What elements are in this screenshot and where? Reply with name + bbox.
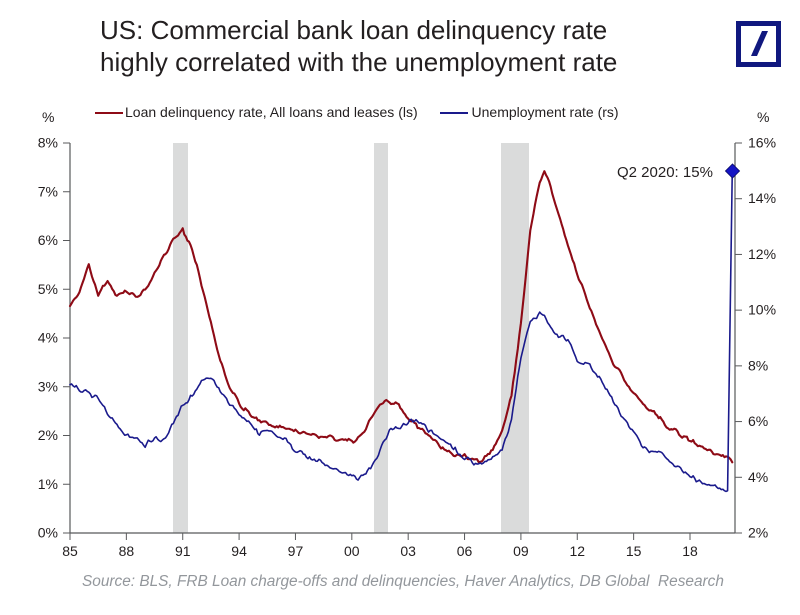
svg-text:4%: 4% <box>38 330 58 346</box>
svg-text:85: 85 <box>62 543 78 559</box>
svg-text:4%: 4% <box>748 469 768 485</box>
svg-text:1%: 1% <box>38 476 58 492</box>
svg-text:6%: 6% <box>38 232 58 248</box>
svg-text:Q2 2020: 15%: Q2 2020: 15% <box>617 164 713 181</box>
svg-text:88: 88 <box>119 543 135 559</box>
svg-text:97: 97 <box>288 543 304 559</box>
svg-text:7%: 7% <box>38 183 58 199</box>
svg-text:2%: 2% <box>38 427 58 443</box>
svg-text:14%: 14% <box>748 190 776 206</box>
svg-text:8%: 8% <box>748 357 768 373</box>
svg-text:16%: 16% <box>748 135 776 151</box>
svg-text:12: 12 <box>569 543 585 559</box>
svg-text:18: 18 <box>682 543 698 559</box>
svg-text:06: 06 <box>457 543 473 559</box>
svg-text:8%: 8% <box>38 135 58 151</box>
svg-text:09: 09 <box>513 543 529 559</box>
svg-text:2%: 2% <box>748 525 768 541</box>
svg-text:3%: 3% <box>38 378 58 394</box>
svg-text:91: 91 <box>175 543 191 559</box>
svg-text:94: 94 <box>231 543 247 559</box>
svg-text:6%: 6% <box>748 413 768 429</box>
svg-text:15: 15 <box>626 543 642 559</box>
svg-text:5%: 5% <box>38 281 58 297</box>
svg-text:00: 00 <box>344 543 360 559</box>
svg-text:0%: 0% <box>38 525 58 541</box>
svg-text:%: % <box>42 109 54 125</box>
svg-text:12%: 12% <box>748 246 776 262</box>
svg-text:10%: 10% <box>748 302 776 318</box>
svg-text:03: 03 <box>400 543 416 559</box>
svg-text:%: % <box>757 109 769 125</box>
